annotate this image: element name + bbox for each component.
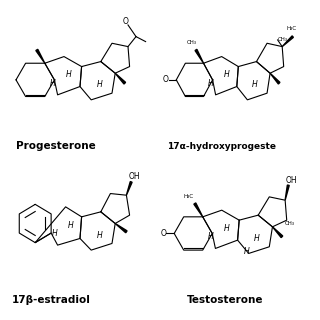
Polygon shape — [195, 49, 204, 63]
Polygon shape — [194, 203, 203, 217]
Polygon shape — [285, 185, 289, 200]
Text: H: H — [96, 231, 102, 240]
Text: O: O — [163, 76, 169, 84]
Text: O: O — [160, 229, 166, 238]
Text: O: O — [123, 17, 129, 26]
Text: H: H — [96, 80, 102, 89]
Polygon shape — [115, 73, 125, 84]
Text: H: H — [52, 229, 57, 238]
Text: 17β-estradiol: 17β-estradiol — [12, 295, 91, 305]
Text: H: H — [244, 247, 250, 256]
Text: Progesterone: Progesterone — [16, 141, 96, 151]
Text: OH: OH — [129, 172, 140, 181]
Text: CH₃: CH₃ — [186, 40, 196, 45]
Polygon shape — [36, 49, 45, 63]
Text: H₃C: H₃C — [183, 194, 194, 198]
Polygon shape — [126, 181, 132, 195]
Polygon shape — [115, 223, 127, 233]
Text: H: H — [50, 79, 56, 88]
Text: OH: OH — [286, 176, 297, 185]
Text: H: H — [224, 224, 229, 233]
Text: H: H — [208, 232, 213, 241]
Text: 17α-hydroxyprogeste: 17α-hydroxyprogeste — [167, 142, 276, 151]
Text: H: H — [66, 70, 72, 79]
Text: H: H — [223, 70, 229, 79]
Polygon shape — [270, 73, 280, 84]
Text: H₃C: H₃C — [287, 26, 297, 31]
Text: H: H — [208, 79, 214, 88]
Text: CH₃: CH₃ — [278, 37, 288, 43]
Polygon shape — [282, 36, 293, 47]
Text: H: H — [68, 221, 73, 230]
Polygon shape — [272, 227, 283, 238]
Text: H: H — [254, 234, 260, 243]
Text: H: H — [252, 80, 258, 89]
Text: CH₃: CH₃ — [285, 221, 295, 226]
Text: Testosterone: Testosterone — [187, 295, 263, 305]
